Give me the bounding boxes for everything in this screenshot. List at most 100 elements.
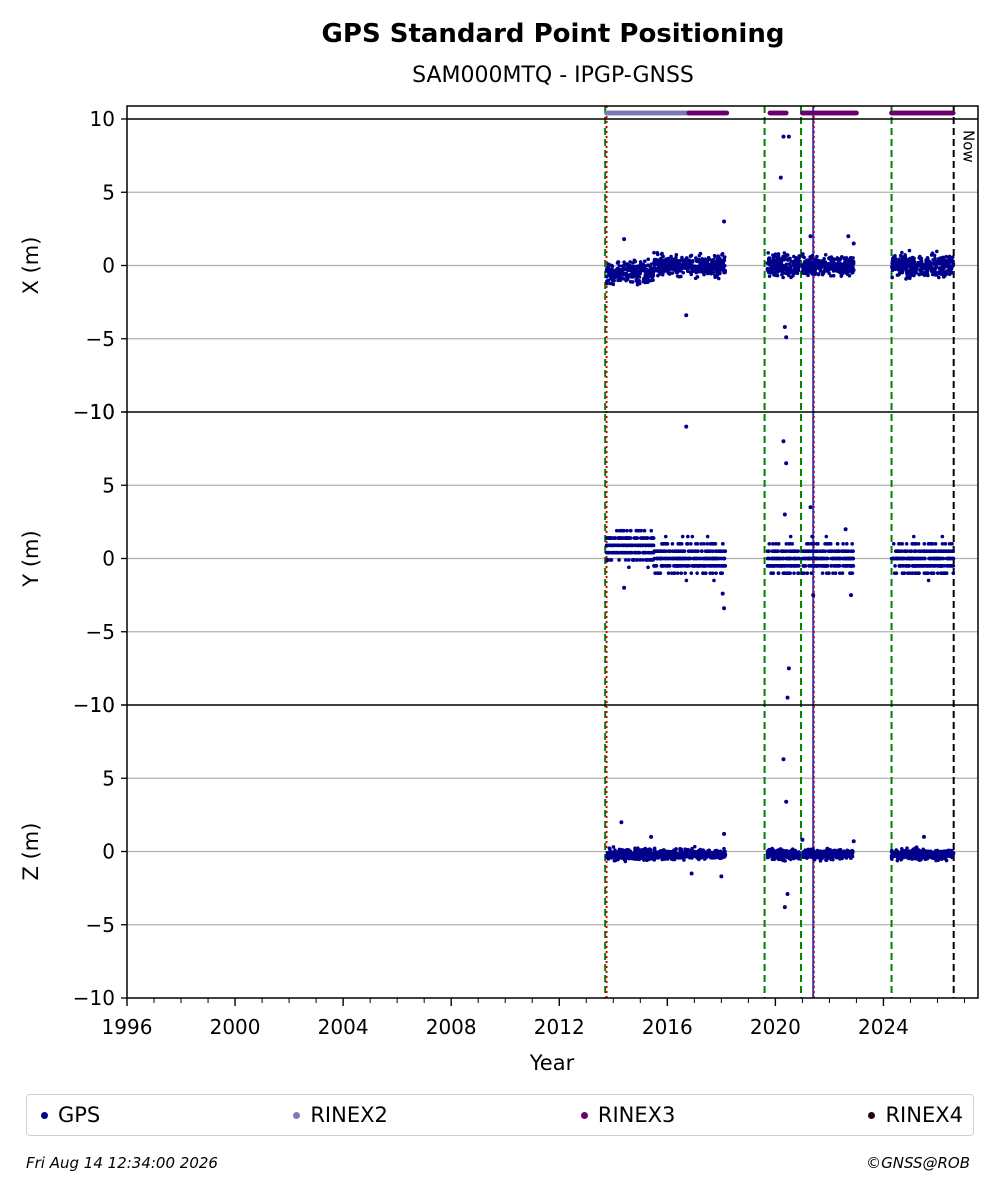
gps-outlier-z — [784, 799, 789, 804]
gps-point-y — [804, 556, 809, 561]
y-tick-label: 0 — [102, 254, 115, 278]
gps-point-y — [821, 564, 825, 568]
gps-point-x — [901, 261, 905, 265]
gps-point-y — [705, 549, 710, 553]
gps-point-x — [916, 262, 921, 266]
gps-point-x — [678, 264, 682, 268]
gps-point-x — [776, 264, 780, 269]
gps-point-y — [926, 578, 931, 583]
gps-point-z — [647, 847, 652, 851]
gps-point-y — [918, 556, 922, 561]
legend-marker-rinex4 — [868, 1111, 876, 1119]
gps-point-y — [714, 571, 718, 575]
gps-point-z — [689, 850, 694, 855]
gps-point-y — [686, 534, 690, 539]
gps-point-y — [707, 556, 712, 561]
gps-point-y — [621, 543, 625, 548]
gps-point-y — [926, 564, 930, 568]
gps-point-x — [782, 264, 787, 268]
x-tick-label: 2020 — [750, 1015, 801, 1039]
x-axis-label: Year — [529, 1051, 575, 1075]
gps-point-y — [935, 571, 940, 575]
gps-point-y — [773, 542, 778, 546]
gps-point-x — [790, 259, 794, 264]
gps-point-y — [701, 571, 706, 575]
gps-point-y — [838, 571, 842, 575]
gps-point-y — [930, 542, 934, 546]
gps-point-y — [835, 542, 840, 546]
gps-point-y — [685, 564, 689, 568]
gps-point-z — [900, 846, 904, 851]
gps-point-y — [840, 571, 845, 575]
gps-point-y — [916, 542, 921, 546]
gps-point-x — [666, 269, 671, 273]
gps-point-y — [813, 556, 818, 561]
gps-point-x — [649, 262, 653, 267]
gps-point-x — [918, 254, 922, 259]
gps-outlier-x — [846, 234, 851, 239]
y-tick-label: 5 — [102, 766, 115, 790]
gps-outlier-y — [720, 591, 725, 596]
gps-point-x — [699, 270, 704, 274]
gps-point-x — [646, 257, 651, 262]
gps-point-x — [634, 266, 639, 271]
gps-point-x — [827, 271, 831, 276]
gps-point-x — [625, 277, 630, 282]
gps-point-y — [666, 556, 670, 561]
gps-point-x — [944, 260, 949, 265]
gps-point-x — [849, 259, 854, 263]
gps-point-y — [939, 556, 944, 561]
gps-point-y — [642, 528, 647, 533]
gps-point-x — [606, 278, 611, 283]
gps-point-y — [698, 564, 703, 568]
legend: GPS RINEX2 RINEX3 RINEX4 — [26, 1094, 974, 1136]
gps-point-y — [831, 571, 835, 575]
gps-point-z — [787, 856, 792, 861]
gps-point-x — [643, 264, 647, 268]
gps-point-z — [815, 848, 820, 853]
gps-point-x — [948, 264, 952, 269]
gps-point-x — [850, 266, 854, 271]
gps-point-x — [702, 268, 707, 273]
gps-outlier-y — [808, 505, 813, 510]
gps-point-y — [641, 536, 646, 540]
gps-point-z — [713, 853, 718, 857]
gps-point-x — [816, 272, 821, 277]
gps-point-y — [707, 564, 711, 568]
gps-point-y — [841, 564, 845, 568]
gps-outlier-y — [781, 439, 786, 444]
gps-point-y — [637, 550, 641, 555]
gps-point-z — [836, 855, 840, 860]
gps-point-y — [623, 558, 628, 562]
gps-point-y — [941, 571, 946, 575]
gps-point-x — [617, 267, 621, 272]
gps-point-y — [788, 564, 793, 568]
gps-outlier-z — [689, 871, 694, 876]
gps-point-x — [901, 266, 906, 271]
gps-point-x — [932, 253, 937, 258]
gps-outlier-z — [649, 834, 654, 839]
gps-point-x — [694, 264, 698, 269]
gps-point-x — [628, 260, 632, 264]
gps-point-y — [663, 556, 668, 561]
gps-point-x — [766, 251, 770, 255]
gps-point-y — [850, 571, 855, 575]
gps-point-y — [650, 550, 655, 555]
gps-point-z — [683, 847, 687, 852]
gps-point-y — [614, 528, 619, 533]
gps-point-x — [616, 260, 621, 264]
gps-point-x — [622, 260, 626, 264]
gps-point-x — [609, 275, 614, 280]
gps-point-x — [950, 271, 955, 275]
footer-copyright: ©GNSS@ROB — [866, 1154, 970, 1172]
gps-point-x — [940, 260, 945, 264]
gps-point-z — [607, 846, 612, 850]
gps-point-y — [614, 550, 619, 555]
gps-point-z — [692, 844, 697, 849]
gps-point-y — [820, 571, 825, 575]
gps-point-y — [784, 542, 789, 546]
gps-outlier-y — [784, 461, 789, 466]
gps-point-y — [666, 549, 671, 553]
gps-point-x — [803, 264, 807, 269]
gps-point-x — [711, 258, 716, 262]
